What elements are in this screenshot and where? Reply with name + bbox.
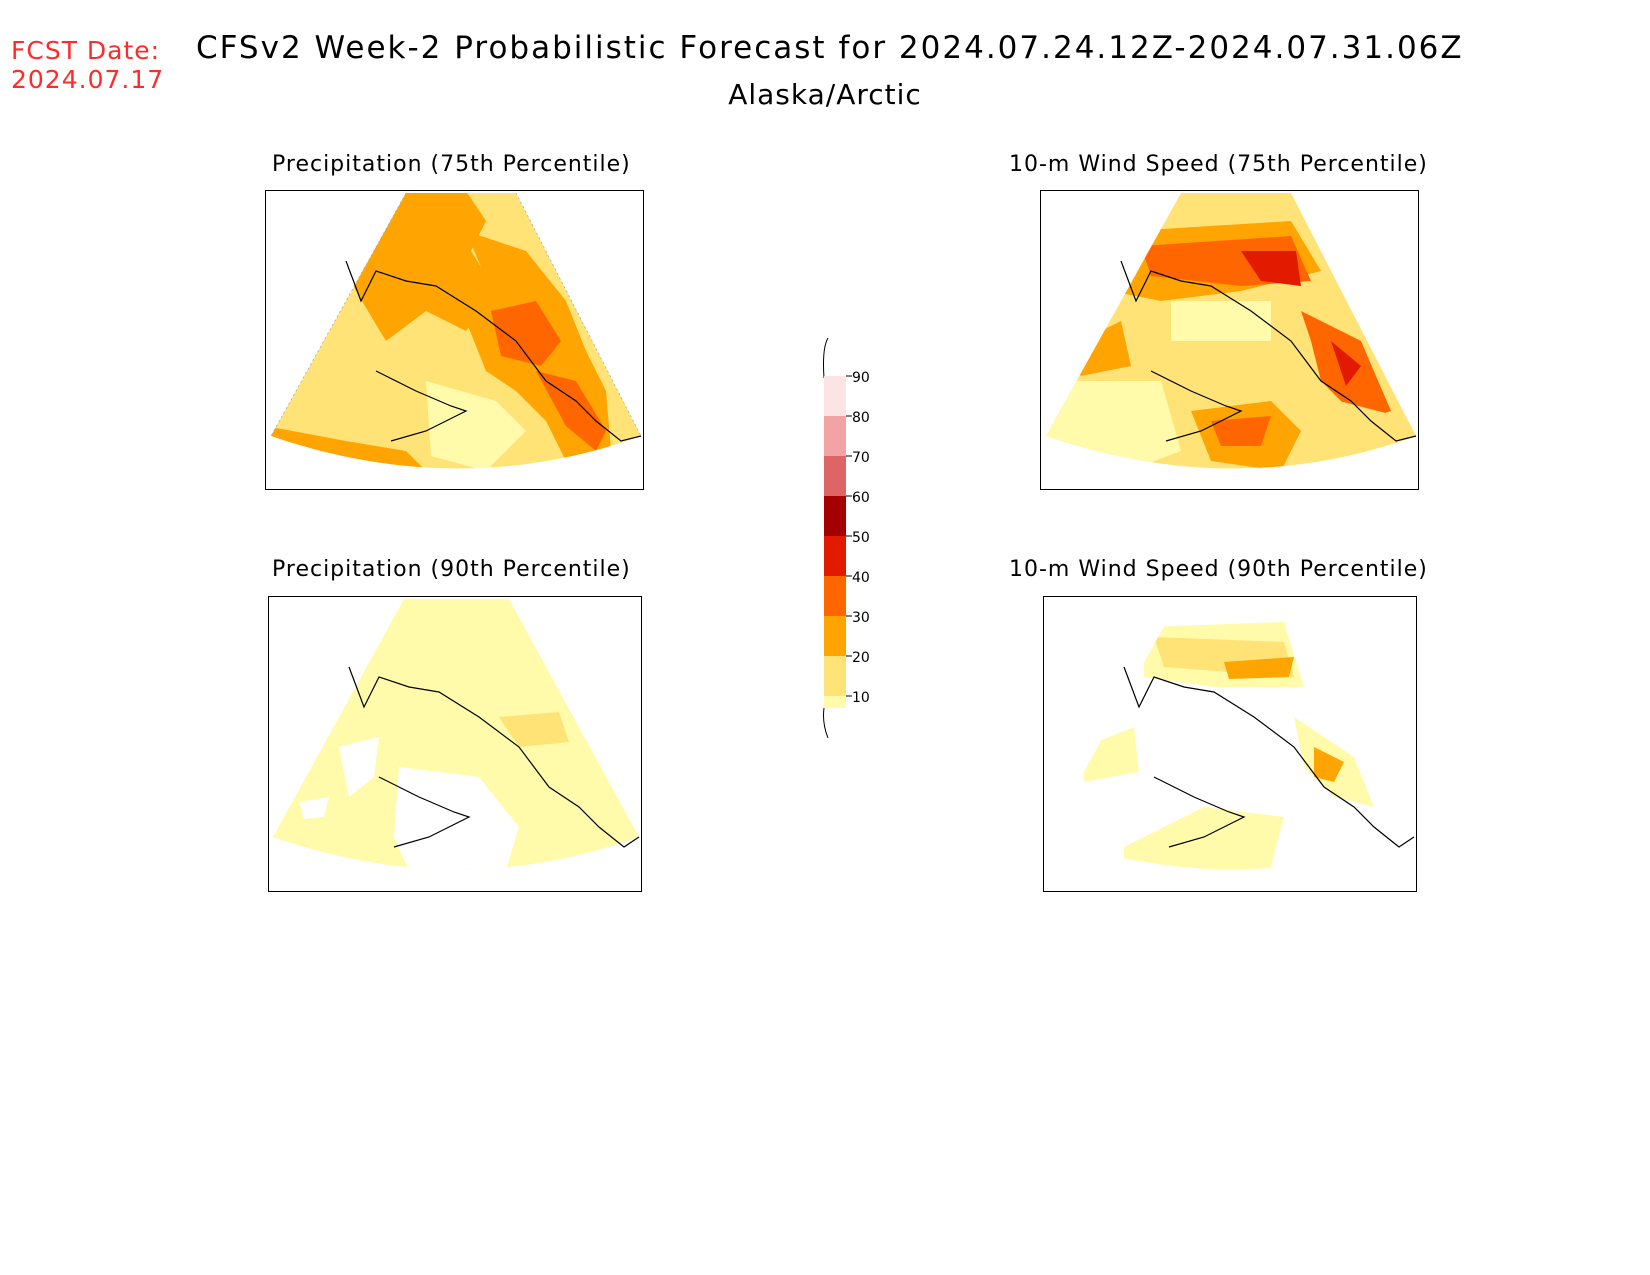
legend-label-20: 20 <box>852 650 870 666</box>
map-precip-90-graphic <box>273 599 640 870</box>
page-title: CFSv2 Week-2 Probabilistic Forecast for … <box>196 30 1464 66</box>
legend-label-50: 50 <box>852 530 870 546</box>
map-wind-75-graphic <box>1046 193 1417 469</box>
region-subtitle-text: Alaska/Arctic <box>728 78 922 111</box>
map-precip-75-graphic <box>270 192 642 469</box>
legend-label-70: 70 <box>852 450 870 466</box>
panel-title-precip-75: Precipitation (75th Percentile) <box>272 152 631 177</box>
region-subtitle: Alaska/Arctic <box>0 78 1650 111</box>
legend-label-40: 40 <box>852 570 870 586</box>
panel-title-wind-90: 10-m Wind Speed (90th Percentile) <box>1009 557 1428 582</box>
forecast-date-block: FCST Date: 2024.07.17 <box>11 36 164 94</box>
legend-label-80: 80 <box>852 410 870 426</box>
map-precip-90 <box>268 596 642 892</box>
map-wind-75 <box>1040 190 1419 490</box>
map-precip-75 <box>265 190 644 490</box>
panel-title-wind-75: 10-m Wind Speed (75th Percentile) <box>1009 152 1428 177</box>
legend-label-10: 10 <box>852 690 870 706</box>
panel-title-precip-90: Precipitation (90th Percentile) <box>272 557 631 582</box>
forecast-date-value: 2024.07.17 <box>11 65 165 94</box>
legend-label-60: 60 <box>852 490 870 506</box>
legend-label-30: 30 <box>852 610 870 626</box>
map-wind-90-graphic <box>1048 599 1415 870</box>
color-legend <box>823 338 852 738</box>
map-wind-90 <box>1043 596 1417 892</box>
forecast-date-label: FCST Date: <box>11 36 161 65</box>
legend-label-90: 90 <box>852 370 870 386</box>
